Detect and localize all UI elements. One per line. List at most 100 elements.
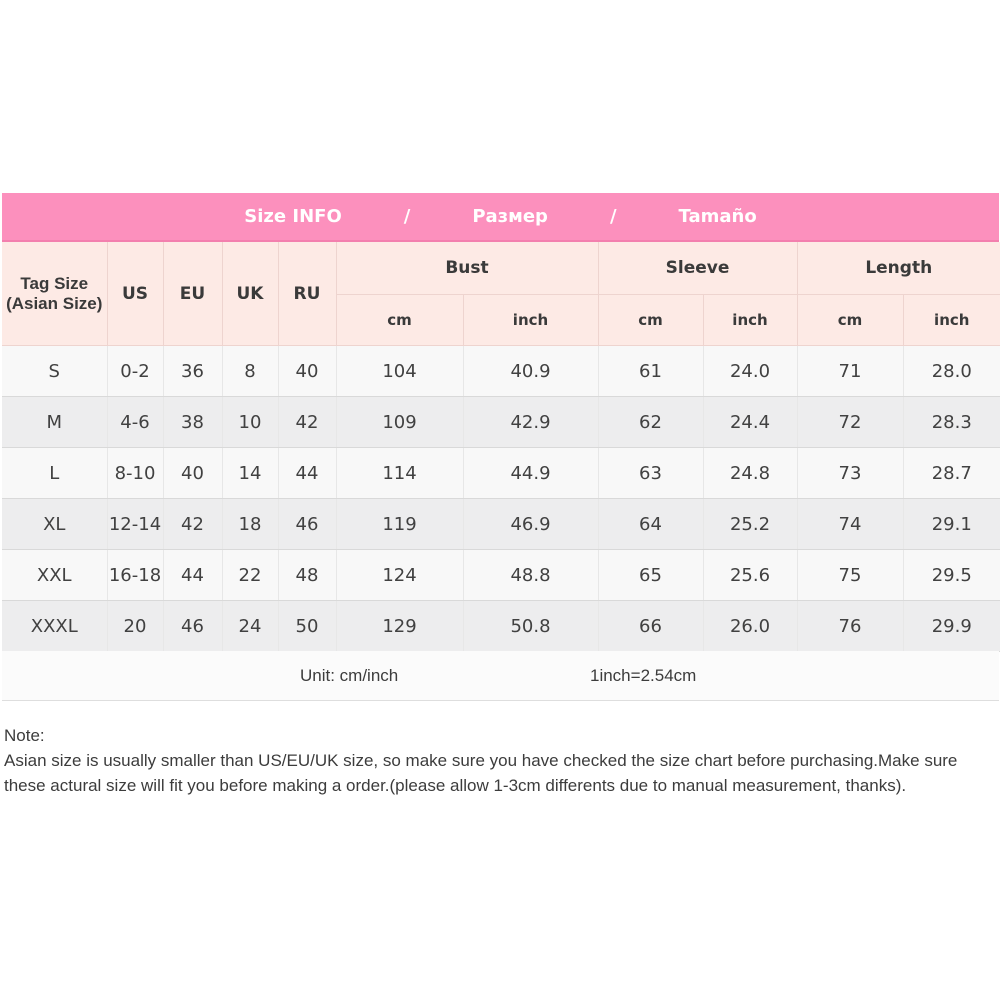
col-group-sleeve: Sleeve [597, 242, 798, 295]
bust-cm-cell: 114 [335, 447, 464, 499]
inch-conversion-label: 1inch=2.54cm [590, 666, 697, 685]
subheader-length-cm: cm [796, 294, 904, 346]
size-table: Tag Size (Asian Size) US EU UK RU Bust S… [2, 242, 1000, 652]
size-info-title-bar: Size INFO / Размер / Tamaño [2, 193, 999, 242]
eu-cell: 40 [162, 447, 223, 499]
uk-cell: 14 [221, 447, 279, 499]
sleeve-inch-cell: 26.0 [702, 600, 798, 652]
ru-cell: 40 [277, 345, 337, 397]
ru-cell: 42 [277, 396, 337, 448]
col-header-tag-size: Tag Size (Asian Size) [2, 242, 108, 346]
table-row-xxxl: XXXL 20 46 24 50 129 50.8 66 26.0 76 29.… [2, 600, 1000, 652]
unit-label: Unit: cm/inch [300, 666, 399, 685]
header-row-groups: Tag Size (Asian Size) US EU UK RU Bust S… [2, 242, 1000, 346]
sleeve-cm-cell: 62 [597, 396, 704, 448]
sleeve-cm-cell: 66 [597, 600, 704, 652]
length-cm-cell: 72 [796, 396, 904, 448]
table-row-l: L 8-10 40 14 44 114 44.9 63 24.8 73 28.7 [2, 447, 1000, 499]
col-group-length: Length [796, 242, 1000, 295]
subheader-sleeve-inch: inch [702, 294, 798, 346]
us-cell: 0-2 [106, 345, 164, 397]
note-line-1: Asian size is usually smaller than US/EU… [4, 751, 958, 770]
sleeve-cm-cell: 61 [597, 345, 704, 397]
title-separator: / [609, 206, 617, 227]
ru-cell: 48 [277, 549, 337, 601]
us-cell: 8-10 [106, 447, 164, 499]
length-cm-cell: 75 [796, 549, 904, 601]
length-cm-cell: 76 [796, 600, 904, 652]
sleeve-inch-cell: 24.8 [702, 447, 798, 499]
tag-size-cell: XXL [2, 549, 108, 601]
tag-size-cell: S [2, 345, 108, 397]
unit-footer-row: Unit: cm/inch 1inch=2.54cm [2, 651, 999, 701]
note-line-2: these actural size will fit you before m… [4, 776, 907, 795]
subheader-bust-inch: inch [462, 294, 599, 346]
table-row-xl: XL 12-14 42 18 46 119 46.9 64 25.2 74 29… [2, 498, 1000, 550]
sleeve-cm-cell: 65 [597, 549, 704, 601]
col-header-ru: RU [277, 242, 337, 346]
col-header-uk: UK [221, 242, 279, 346]
bust-inch-cell: 40.9 [462, 345, 599, 397]
us-cell: 16-18 [106, 549, 164, 601]
uk-cell: 22 [221, 549, 279, 601]
bust-cm-cell: 129 [335, 600, 464, 652]
bust-cm-cell: 109 [335, 396, 464, 448]
ru-cell: 50 [277, 600, 337, 652]
ru-cell: 44 [277, 447, 337, 499]
us-cell: 12-14 [106, 498, 164, 550]
title-tamano: Tamaño [678, 206, 757, 227]
table-row-s: S 0-2 36 8 40 104 40.9 61 24.0 71 28.0 [2, 345, 1000, 397]
tag-size-cell: M [2, 396, 108, 448]
length-cm-cell: 71 [796, 345, 904, 397]
tag-size-cell: XXXL [2, 600, 108, 652]
sleeve-inch-cell: 25.2 [702, 498, 798, 550]
uk-cell: 18 [221, 498, 279, 550]
length-inch-cell: 28.3 [902, 396, 1000, 448]
uk-cell: 8 [221, 345, 279, 397]
length-inch-cell: 28.0 [902, 345, 1000, 397]
title-razmer: Размер [472, 206, 548, 227]
eu-cell: 44 [162, 549, 223, 601]
length-inch-cell: 29.9 [902, 600, 1000, 652]
sleeve-inch-cell: 24.4 [702, 396, 798, 448]
bust-inch-cell: 46.9 [462, 498, 599, 550]
tag-size-cell: XL [2, 498, 108, 550]
table-row-m: M 4-6 38 10 42 109 42.9 62 24.4 72 28.3 [2, 396, 1000, 448]
length-cm-cell: 73 [796, 447, 904, 499]
eu-cell: 36 [162, 345, 223, 397]
us-cell: 20 [106, 600, 164, 652]
ru-cell: 46 [277, 498, 337, 550]
bust-inch-cell: 44.9 [462, 447, 599, 499]
col-header-eu: EU [162, 242, 223, 346]
sleeve-inch-cell: 25.6 [702, 549, 798, 601]
note-section: Note: Asian size is usually smaller than… [4, 723, 964, 798]
eu-cell: 42 [162, 498, 223, 550]
table-row-xxl: XXL 16-18 44 22 48 124 48.8 65 25.6 75 2… [2, 549, 1000, 601]
uk-cell: 10 [221, 396, 279, 448]
note-label: Note: [4, 726, 45, 745]
sleeve-cm-cell: 63 [597, 447, 704, 499]
bust-cm-cell: 124 [335, 549, 464, 601]
eu-cell: 38 [162, 396, 223, 448]
col-header-us: US [106, 242, 164, 346]
us-cell: 4-6 [106, 396, 164, 448]
uk-cell: 24 [221, 600, 279, 652]
length-inch-cell: 28.7 [902, 447, 1000, 499]
col-group-bust: Bust [335, 242, 599, 295]
bust-inch-cell: 50.8 [462, 600, 599, 652]
bust-cm-cell: 119 [335, 498, 464, 550]
length-cm-cell: 74 [796, 498, 904, 550]
length-inch-cell: 29.1 [902, 498, 1000, 550]
subheader-length-inch: inch [902, 294, 1000, 346]
bust-inch-cell: 48.8 [462, 549, 599, 601]
sleeve-inch-cell: 24.0 [702, 345, 798, 397]
title-size-info: Size INFO [244, 206, 342, 227]
sleeve-cm-cell: 64 [597, 498, 704, 550]
bust-inch-cell: 42.9 [462, 396, 599, 448]
tag-size-line1: Tag Size [20, 273, 89, 293]
tag-size-cell: L [2, 447, 108, 499]
bust-cm-cell: 104 [335, 345, 464, 397]
subheader-sleeve-cm: cm [597, 294, 704, 346]
subheader-bust-cm: cm [336, 294, 464, 346]
